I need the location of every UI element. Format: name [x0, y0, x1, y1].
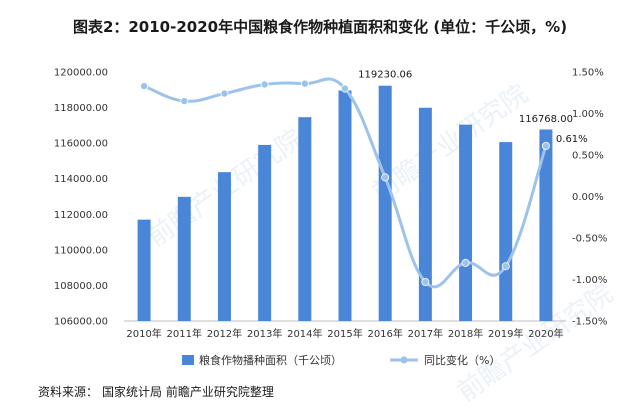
legend-label-line: 同比变化（%） — [424, 353, 500, 367]
source-note: 资料来源： 国家统计局 前瞻产业研究院整理 — [38, 383, 274, 400]
x-tick-label: 2012年 — [207, 327, 242, 340]
y-right-tick-label: -0.50% — [572, 234, 607, 245]
line-point — [220, 89, 229, 98]
y-right-tick-label: -1.00% — [572, 275, 607, 286]
line-point — [140, 82, 149, 91]
y-left-tick-label: 106000.00 — [54, 317, 108, 328]
x-tick-label: 2015年 — [327, 327, 362, 340]
chart-title: 图表2：2010-2020年中国粮食作物种植面积和变化 (单位：千公顷，%) — [72, 18, 568, 36]
y-left-tick-label: 108000.00 — [54, 281, 108, 292]
source-value: 国家统计局 前瞻产业研究院整理 — [102, 385, 274, 399]
y-right-tick-label: 1.00% — [572, 109, 604, 120]
y-right-tick-label: 1.50% — [572, 68, 604, 79]
x-tick-label: 2016年 — [367, 327, 402, 340]
bar — [177, 196, 191, 321]
data-label: 116768.00 — [519, 114, 573, 125]
legend-label-bar: 粮食作物播种面积（千公顷） — [199, 353, 342, 367]
x-tick-label: 2017年 — [408, 327, 443, 340]
y-right-tick-label: 0.00% — [572, 192, 604, 203]
line-point — [300, 79, 309, 88]
line-point — [260, 80, 269, 89]
y-left-tick-label: 118000.00 — [54, 103, 108, 114]
bar — [298, 117, 312, 321]
line-point — [461, 258, 470, 267]
y-left-tick-label: 112000.00 — [54, 210, 108, 221]
y-left-tick-label: 116000.00 — [54, 139, 108, 150]
data-label: 119230.06 — [358, 70, 412, 81]
line-point — [340, 84, 349, 93]
bar — [137, 219, 151, 321]
legend-swatch-bar — [182, 355, 194, 365]
line-point — [421, 277, 430, 286]
bar — [459, 124, 473, 321]
line-point — [501, 262, 510, 271]
line-point — [381, 173, 390, 182]
line-point — [180, 97, 189, 106]
x-tick-label: 2020年 — [528, 327, 563, 340]
bar — [217, 172, 231, 321]
x-tick-label: 2014年 — [287, 327, 322, 340]
x-tick-label: 2018年 — [448, 327, 483, 340]
bar — [378, 85, 392, 321]
bar — [338, 90, 352, 321]
bar — [418, 107, 432, 321]
x-tick-label: 2019年 — [488, 327, 523, 340]
data-label: 0.61% — [556, 134, 588, 145]
x-tick-label: 2013年 — [247, 327, 282, 340]
y-right-tick-label: -1.50% — [572, 317, 607, 328]
line-point — [541, 141, 550, 150]
y-right-tick-label: 0.50% — [572, 151, 604, 162]
y-left-tick-label: 110000.00 — [54, 245, 108, 256]
bar — [539, 129, 553, 321]
x-tick-label: 2010年 — [126, 327, 161, 340]
x-tick-label: 2011年 — [167, 327, 202, 340]
bar — [258, 144, 272, 321]
legend-swatch-marker — [400, 356, 408, 364]
bar — [499, 142, 513, 321]
watermark-text: 前瞻产业研究院 — [452, 279, 618, 408]
source-label: 资料来源： — [38, 385, 99, 399]
y-left-tick-label: 120000.00 — [54, 68, 108, 79]
y-left-tick-label: 114000.00 — [54, 174, 108, 185]
